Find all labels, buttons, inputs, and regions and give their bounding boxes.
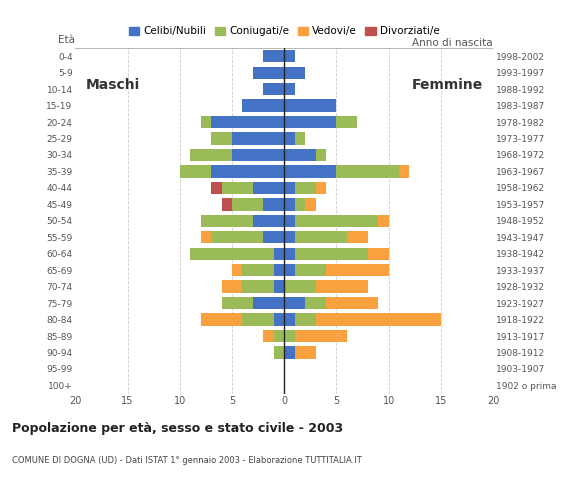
Bar bbox=[399, 165, 409, 178]
Bar bbox=[242, 280, 274, 293]
Bar bbox=[263, 198, 284, 211]
Text: Anno di nascita: Anno di nascita bbox=[412, 38, 493, 48]
Text: COMUNE DI DOGNA (UD) - Dati ISTAT 1° gennaio 2003 - Elaborazione TUTTITALIA.IT: COMUNE DI DOGNA (UD) - Dati ISTAT 1° gen… bbox=[12, 456, 361, 465]
Bar bbox=[284, 198, 295, 211]
Bar bbox=[295, 132, 305, 144]
Bar bbox=[242, 313, 274, 326]
Bar bbox=[284, 50, 295, 62]
Bar bbox=[190, 248, 274, 260]
Bar bbox=[232, 149, 284, 161]
Bar bbox=[263, 83, 284, 96]
Bar bbox=[284, 346, 295, 359]
Bar bbox=[263, 330, 274, 342]
Bar bbox=[253, 215, 284, 227]
Bar bbox=[295, 182, 316, 194]
Bar bbox=[263, 231, 284, 243]
Bar bbox=[284, 264, 295, 276]
Bar bbox=[284, 99, 336, 112]
Bar bbox=[211, 165, 284, 178]
Bar bbox=[326, 264, 389, 276]
Bar bbox=[222, 182, 253, 194]
Bar bbox=[305, 297, 326, 309]
Bar bbox=[347, 231, 368, 243]
Bar bbox=[284, 116, 336, 128]
Bar bbox=[378, 215, 389, 227]
Bar bbox=[253, 297, 284, 309]
Bar bbox=[190, 149, 232, 161]
Bar bbox=[284, 280, 316, 293]
Bar bbox=[336, 116, 357, 128]
Bar bbox=[284, 83, 295, 96]
Bar bbox=[201, 313, 242, 326]
Bar bbox=[222, 198, 232, 211]
Bar bbox=[263, 50, 284, 62]
Bar bbox=[201, 215, 253, 227]
Bar bbox=[211, 116, 284, 128]
Bar bbox=[284, 231, 295, 243]
Bar bbox=[284, 165, 336, 178]
Bar bbox=[368, 248, 389, 260]
Bar bbox=[274, 248, 284, 260]
Bar bbox=[274, 264, 284, 276]
Bar bbox=[284, 67, 305, 79]
Bar bbox=[201, 231, 211, 243]
Text: Età: Età bbox=[59, 35, 75, 45]
Bar bbox=[284, 149, 316, 161]
Bar bbox=[305, 198, 316, 211]
Bar bbox=[180, 165, 211, 178]
Bar bbox=[274, 330, 284, 342]
Text: Popolazione per età, sesso e stato civile - 2003: Popolazione per età, sesso e stato civil… bbox=[12, 422, 343, 435]
Bar bbox=[242, 99, 284, 112]
Bar bbox=[316, 280, 368, 293]
Bar bbox=[284, 297, 305, 309]
Bar bbox=[326, 297, 378, 309]
Bar bbox=[295, 264, 326, 276]
Bar bbox=[222, 297, 253, 309]
Bar bbox=[316, 313, 441, 326]
Bar bbox=[336, 165, 399, 178]
Bar bbox=[284, 132, 295, 144]
Bar bbox=[232, 198, 263, 211]
Bar bbox=[316, 182, 326, 194]
Bar bbox=[295, 231, 347, 243]
Bar bbox=[295, 248, 368, 260]
Bar bbox=[284, 215, 295, 227]
Bar bbox=[274, 346, 284, 359]
Bar bbox=[222, 280, 242, 293]
Bar bbox=[211, 132, 232, 144]
Bar bbox=[295, 330, 347, 342]
Bar bbox=[295, 346, 316, 359]
Legend: Celibi/Nubili, Coniugati/e, Vedovi/e, Divorziati/e: Celibi/Nubili, Coniugati/e, Vedovi/e, Di… bbox=[125, 22, 444, 40]
Bar bbox=[253, 182, 284, 194]
Bar bbox=[274, 313, 284, 326]
Bar bbox=[284, 182, 295, 194]
Bar bbox=[295, 198, 305, 211]
Bar bbox=[284, 330, 295, 342]
Bar bbox=[211, 231, 263, 243]
Text: Maschi: Maschi bbox=[86, 78, 140, 92]
Bar bbox=[232, 132, 284, 144]
Text: Femmine: Femmine bbox=[411, 78, 483, 92]
Bar bbox=[274, 280, 284, 293]
Bar bbox=[284, 248, 295, 260]
Bar bbox=[295, 215, 378, 227]
Bar bbox=[253, 67, 284, 79]
Bar bbox=[232, 264, 242, 276]
Bar bbox=[295, 313, 316, 326]
Bar bbox=[242, 264, 274, 276]
Bar bbox=[316, 149, 326, 161]
Bar bbox=[211, 182, 222, 194]
Bar bbox=[201, 116, 211, 128]
Bar bbox=[284, 313, 295, 326]
